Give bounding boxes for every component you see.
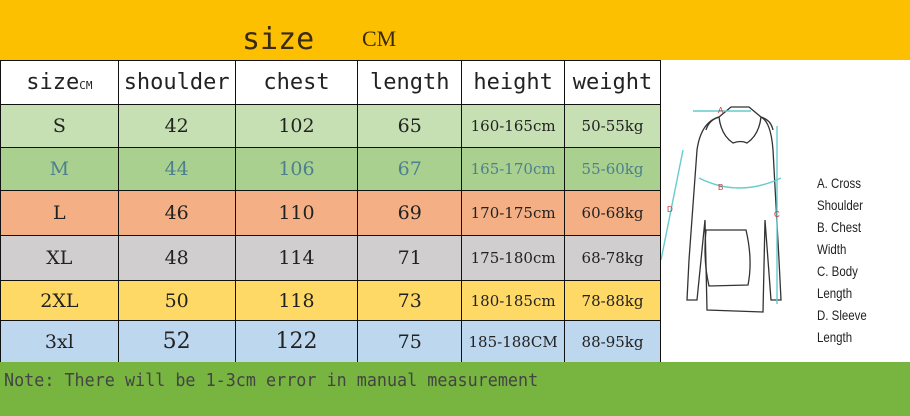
hoodie-illustration: A B C D [660,106,782,313]
cell-length: 65 [357,104,463,148]
cell-weight: 78-88kg [564,280,661,321]
cell-height: 165-170cm [461,147,566,191]
cell-chest: 102 [234,104,359,148]
cell-size: S [0,104,119,148]
measurement-note: Note: There will be 1-3cm error in manua… [4,370,539,391]
cell-shoulder: 50 [117,280,236,321]
cell-length: 67 [357,147,463,191]
size-table: sizeCM shoulder chest length height weig… [0,60,661,363]
header-size: sizeCM [0,60,119,105]
cell-length: 69 [357,190,463,236]
cell-shoulder: 46 [117,190,236,236]
cell-length: 75 [357,320,463,363]
legend-item: B. Chest Width [817,219,862,257]
cell-chest: 122 [234,320,359,363]
cell-size: 3xl [0,320,119,363]
header-chest: chest [234,60,359,105]
cell-weight: 55-60kg [564,147,661,191]
legend-item: A. Cross Shoulder [817,175,863,213]
cell-shoulder: 44 [117,147,236,191]
cell-weight: 68-78kg [564,235,661,281]
cell-chest: 110 [234,190,359,236]
cell-length: 73 [357,280,463,321]
cell-size: M [0,147,119,191]
cell-weight: 88-95kg [564,320,661,363]
header-height: height [461,60,566,105]
cell-height: 175-180cm [461,235,566,281]
title-banner: size CM [0,0,910,60]
note-banner: Note: There will be 1-3cm error in manua… [0,362,910,416]
marker-a: A [718,106,724,115]
cell-length: 71 [357,235,463,281]
cell-height: 170-175cm [461,190,566,236]
chart-unit: CM [362,26,397,51]
marker-c: C [774,210,780,219]
cell-height: 185-188CM [461,320,566,363]
cell-shoulder: 42 [117,104,236,148]
cell-height: 160-165cm [461,104,566,148]
table-row: 3xl 52 122 75 185-188CM 88-95kg [0,320,661,363]
chart-title: size [242,22,315,57]
header-shoulder: shoulder [117,60,236,105]
table-row: L 46 110 69 170-175cm 60-68kg [0,190,661,236]
marker-d: D [667,205,673,214]
table-row: 2XL 50 118 73 180-185cm 78-88kg [0,280,661,321]
cell-size: 2XL [0,280,119,321]
hoodie-diagram: A B C D [660,60,910,362]
table-row: XL 48 114 71 175-180cm 68-78kg [0,235,661,281]
marker-b: B [718,183,723,192]
legend-item: D. Sleeve Length [817,307,867,345]
cell-chest: 106 [234,147,359,191]
header-length: length [357,60,463,105]
cell-shoulder: 48 [117,235,236,281]
legend-item: C. Body Length [817,263,858,301]
table-row: S 42 102 65 160-165cm 50-55kg [0,104,661,148]
measurement-legend: A. Cross Shoulder B. Chest Width C. Body… [817,172,893,348]
cell-shoulder: 52 [117,320,236,363]
cell-height: 180-185cm [461,280,566,321]
table-header: sizeCM shoulder chest length height weig… [0,60,661,105]
cell-weight: 60-68kg [564,190,661,236]
cell-size: XL [0,235,119,281]
cell-size: L [0,190,119,236]
table-row: M 44 106 67 165-170cm 55-60kg [0,147,661,191]
cell-chest: 118 [234,280,359,321]
cell-weight: 50-55kg [564,104,661,148]
cell-chest: 114 [234,235,359,281]
header-weight: weight [564,60,661,105]
